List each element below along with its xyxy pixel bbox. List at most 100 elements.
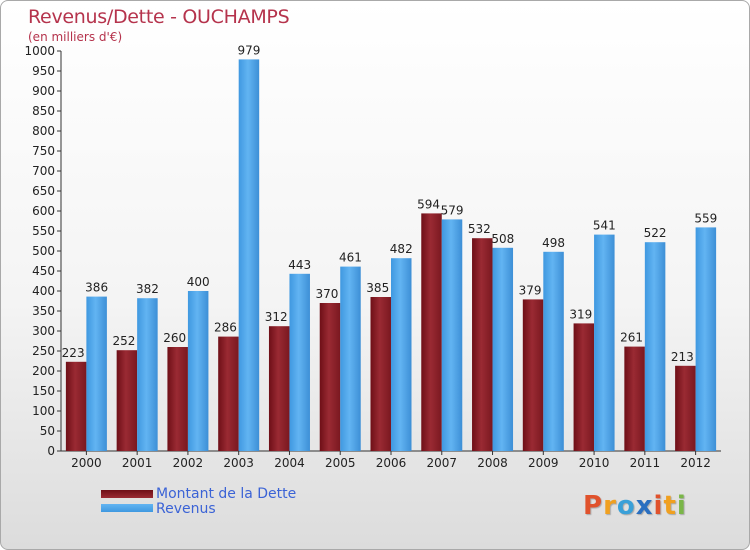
x-tick-label: 2004	[274, 456, 305, 470]
legend-swatch-dette	[101, 490, 153, 498]
value-label-revenus-2007: 579	[441, 203, 464, 217]
y-tick-label: 750	[32, 144, 55, 158]
y-tick-label: 500	[32, 244, 55, 258]
y-tick-label: 950	[32, 64, 55, 78]
bar-dette-2006	[370, 297, 391, 451]
bar-revenus-2010	[594, 234, 615, 451]
logo-letter: i	[653, 491, 664, 521]
bar-revenus-2001	[137, 298, 158, 451]
y-tick-label: 800	[32, 124, 55, 138]
bar-dette-2011	[624, 346, 645, 451]
legend-label-revenus: Revenus	[156, 501, 216, 517]
value-label-revenus-2002: 400	[187, 275, 210, 289]
y-tick-label: 450	[32, 264, 55, 278]
bar-dette-2003	[218, 336, 239, 451]
bar-revenus-2004	[289, 273, 310, 451]
y-tick-label: 100	[32, 404, 55, 418]
legend-swatch-revenus	[101, 504, 153, 512]
value-label-revenus-2001: 382	[136, 282, 159, 296]
x-tick-label: 2002	[173, 456, 204, 470]
logo-letter: x	[635, 491, 654, 521]
bar-revenus-2002	[187, 291, 209, 451]
value-label-revenus-2003: 979	[237, 43, 260, 57]
value-label-dette-2006: 385	[366, 281, 389, 295]
value-label-revenus-2010: 541	[593, 219, 616, 233]
bar-dette-2001	[116, 350, 138, 451]
bar-dette-2007	[421, 213, 442, 451]
x-tick-label: 2008	[477, 456, 508, 470]
bar-revenus-2008	[492, 247, 514, 451]
y-tick-label: 0	[47, 444, 55, 458]
chart-subtitle: (en milliers d'€)	[28, 30, 123, 44]
value-label-dette-2008: 532	[468, 222, 491, 236]
bar-revenus-2007	[441, 219, 463, 451]
x-tick-label: 2011	[630, 456, 661, 470]
y-tick-label: 700	[32, 164, 55, 178]
value-label-revenus-2012: 559	[694, 211, 717, 225]
bar-dette-2012	[675, 365, 696, 451]
value-label-dette-2005: 370	[316, 287, 339, 301]
y-tick-label: 300	[32, 324, 55, 338]
x-tick-label: 2010	[579, 456, 610, 470]
value-label-dette-2001: 252	[112, 334, 135, 348]
x-tick-label: 2005	[325, 456, 356, 470]
legend-label-dette: Montant de la Dette	[156, 486, 297, 502]
x-tick-label: 2007	[426, 456, 457, 470]
value-label-revenus-2005: 461	[339, 251, 362, 265]
value-label-dette-2000: 223	[62, 346, 85, 360]
x-tick-label: 2009	[528, 456, 559, 470]
value-label-revenus-2004: 443	[288, 258, 311, 272]
bar-revenus-2003	[238, 59, 260, 452]
logo-letter: r	[603, 491, 617, 521]
y-tick-label: 350	[32, 304, 55, 318]
logo-letter: t	[663, 491, 677, 521]
logo-letter: i	[676, 491, 687, 521]
bar-dette-2002	[167, 347, 188, 451]
y-tick-label: 150	[32, 384, 55, 398]
x-tick-label: 2001	[122, 456, 153, 470]
logo-letter: P	[583, 491, 604, 521]
value-label-dette-2002: 260	[163, 331, 186, 345]
value-label-revenus-2009: 498	[542, 236, 565, 250]
logo-letter: o	[616, 491, 636, 521]
y-tick-label: 250	[32, 344, 55, 358]
bar-dette-2004	[268, 326, 290, 451]
y-tick-label: 650	[32, 184, 55, 198]
value-label-revenus-2011: 522	[644, 226, 667, 240]
bar-dette-2010	[573, 323, 595, 451]
value-label-dette-2009: 379	[519, 283, 542, 297]
x-tick-label: 2000	[71, 456, 102, 470]
bar-revenus-2000	[86, 296, 107, 451]
x-tick-label: 2003	[223, 456, 254, 470]
bar-revenus-2012	[695, 227, 717, 451]
bar-revenus-2005	[340, 266, 361, 451]
x-tick-label: 2012	[680, 456, 711, 470]
bar-revenus-2009	[543, 251, 564, 451]
x-tick-label: 2006	[376, 456, 407, 470]
y-tick-label: 50	[40, 424, 55, 438]
bar-dette-2000	[65, 361, 87, 451]
value-label-revenus-2000: 386	[85, 281, 108, 295]
value-label-dette-2004: 312	[265, 310, 288, 324]
value-label-dette-2011: 261	[620, 331, 643, 345]
value-label-revenus-2008: 508	[491, 232, 514, 246]
y-tick-label: 200	[32, 364, 55, 378]
value-label-revenus-2006: 482	[390, 242, 413, 256]
y-tick-label: 900	[32, 84, 55, 98]
bar-revenus-2006	[391, 258, 412, 451]
value-label-dette-2007: 594	[417, 197, 440, 211]
y-tick-label: 400	[32, 284, 55, 298]
proxiti-logo: Proxiti	[583, 491, 687, 521]
bar-dette-2005	[319, 303, 341, 451]
chart-title: Revenus/Dette - OUCHAMPS	[28, 6, 290, 28]
value-label-dette-2012: 213	[671, 350, 694, 364]
y-tick-label: 850	[32, 104, 55, 118]
bar-revenus-2011	[644, 242, 666, 451]
y-tick-label: 600	[32, 204, 55, 218]
bar-dette-2009	[522, 299, 544, 451]
y-tick-label: 550	[32, 224, 55, 238]
value-label-dette-2003: 286	[214, 321, 237, 335]
value-label-dette-2010: 319	[569, 307, 592, 321]
